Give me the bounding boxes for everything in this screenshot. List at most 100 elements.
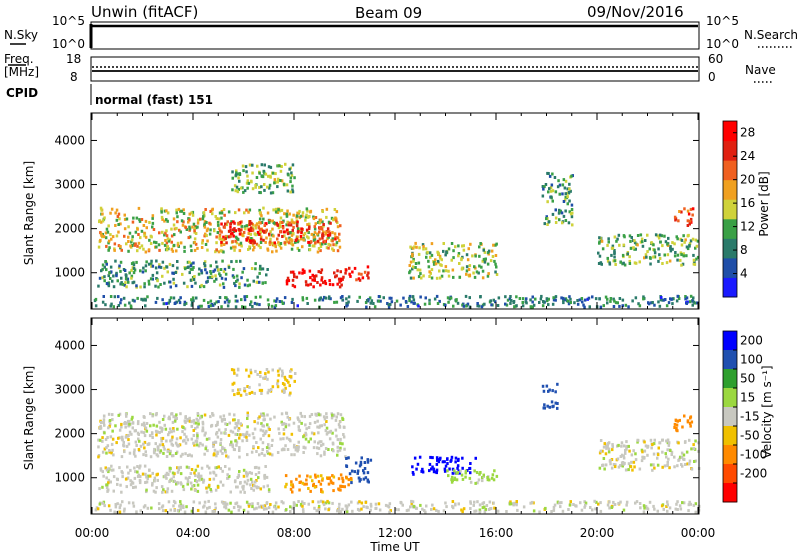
heatmap-cell: [231, 170, 234, 174]
heatmap-cell: [245, 482, 249, 486]
heatmap-cell: [559, 505, 562, 509]
heatmap-cell: [450, 475, 454, 479]
heatmap-cell: [112, 489, 115, 493]
heatmap-cell: [627, 468, 630, 472]
heatmap-cell: [209, 299, 213, 303]
heatmap-cell: [191, 210, 195, 214]
heatmap-cell: [282, 388, 285, 392]
heatmap-cell: [255, 222, 259, 226]
heatmap-cell: [145, 480, 149, 484]
heatmap-cell: [192, 500, 196, 504]
heatmap-cell: [117, 266, 121, 270]
heatmap-cell: [644, 239, 647, 242]
heatmap-cell: [172, 296, 176, 300]
heatmap-cell: [117, 212, 121, 216]
heatmap-cell: [604, 463, 608, 467]
heatmap-cell: [165, 209, 168, 213]
heatmap-cell: [226, 476, 229, 480]
heatmap-cell: [227, 210, 231, 214]
heatmap-cell: [652, 442, 656, 446]
heatmap-cell: [290, 171, 293, 175]
heatmap-cell: [245, 474, 249, 478]
heatmap-cell: [521, 304, 525, 308]
heatmap-cell: [140, 297, 143, 301]
heatmap-cell: [531, 295, 534, 299]
heatmap-cell: [268, 183, 272, 187]
y-tick-label: 2000: [54, 427, 85, 441]
heatmap-cell: [446, 469, 449, 473]
heatmap-cell: [187, 466, 191, 470]
heatmap-cell: [197, 305, 200, 309]
heatmap-cell: [531, 300, 534, 304]
heatmap-cell: [319, 499, 323, 503]
heatmap-cell: [203, 413, 207, 417]
heatmap-cell: [640, 459, 644, 463]
heatmap-cell: [314, 222, 317, 226]
heatmap-cell: [186, 260, 190, 264]
heatmap-cell: [569, 500, 572, 504]
heatmap-cell: [209, 270, 212, 273]
heatmap-cell: [600, 239, 604, 243]
heatmap-cell: [189, 472, 193, 475]
heatmap-cell: [102, 418, 106, 422]
heatmap-cell: [620, 444, 623, 448]
heatmap-cell: [234, 299, 238, 303]
heatmap-cell: [214, 215, 217, 218]
heatmap-cell: [410, 300, 413, 304]
heatmap-cell: [433, 297, 437, 301]
heatmap-cell: [660, 296, 663, 299]
heatmap-cell: [184, 226, 188, 230]
heatmap-cell: [177, 468, 181, 472]
heatmap-cell: [259, 241, 263, 244]
heatmap-cell: [279, 230, 282, 234]
heatmap-cell: [296, 214, 299, 218]
heatmap-cell: [133, 476, 137, 480]
heatmap-cell: [583, 500, 586, 504]
heatmap-cell: [666, 242, 669, 246]
heatmap-cell: [408, 264, 411, 267]
heatmap-cell: [255, 302, 259, 306]
heatmap-cell: [220, 418, 224, 422]
heatmap-cell: [318, 440, 321, 444]
heatmap-cell: [618, 297, 622, 300]
heatmap-cell: [685, 450, 689, 454]
heatmap-cell: [335, 434, 338, 438]
heatmap-cell: [269, 240, 272, 244]
heatmap-cell: [552, 505, 556, 509]
heatmap-cell: [278, 367, 282, 371]
heatmap-cell: [407, 508, 410, 512]
heatmap-cell: [653, 248, 656, 252]
heatmap-cell: [231, 232, 234, 235]
heatmap-cell: [306, 223, 309, 227]
heatmap-cell: [160, 505, 164, 509]
heatmap-cell: [291, 490, 294, 494]
heatmap-cell: [209, 264, 212, 268]
heatmap-cell: [241, 186, 244, 190]
heatmap-cell: [306, 209, 309, 213]
heatmap-cell: [286, 448, 290, 451]
heatmap-cell: [242, 508, 246, 512]
heatmap-cell: [178, 443, 182, 447]
heatmap-cell: [196, 436, 199, 440]
heatmap-cell: [358, 500, 361, 504]
heatmap-cell: [597, 251, 600, 255]
heatmap-cell: [130, 262, 134, 266]
heatmap-cell: [129, 244, 132, 248]
heatmap-cell: [509, 301, 512, 305]
heatmap-cell: [186, 266, 189, 269]
heatmap-cell: [480, 305, 484, 309]
heatmap-cell: [232, 267, 235, 271]
heatmap-cell: [289, 369, 292, 373]
heatmap-cell: [200, 283, 203, 287]
heatmap-cell: [191, 276, 195, 279]
heatmap-cell: [331, 247, 334, 251]
heatmap-cell: [280, 374, 284, 378]
heatmap-cell: [276, 385, 280, 389]
heatmap-cell: [112, 285, 116, 289]
heatmap-cell: [267, 490, 271, 493]
heatmap-cell: [96, 507, 100, 511]
heatmap-cell: [191, 213, 195, 217]
heatmap-cell: [238, 436, 241, 440]
heatmap-cell: [121, 282, 125, 286]
heatmap-cell: [317, 221, 320, 224]
